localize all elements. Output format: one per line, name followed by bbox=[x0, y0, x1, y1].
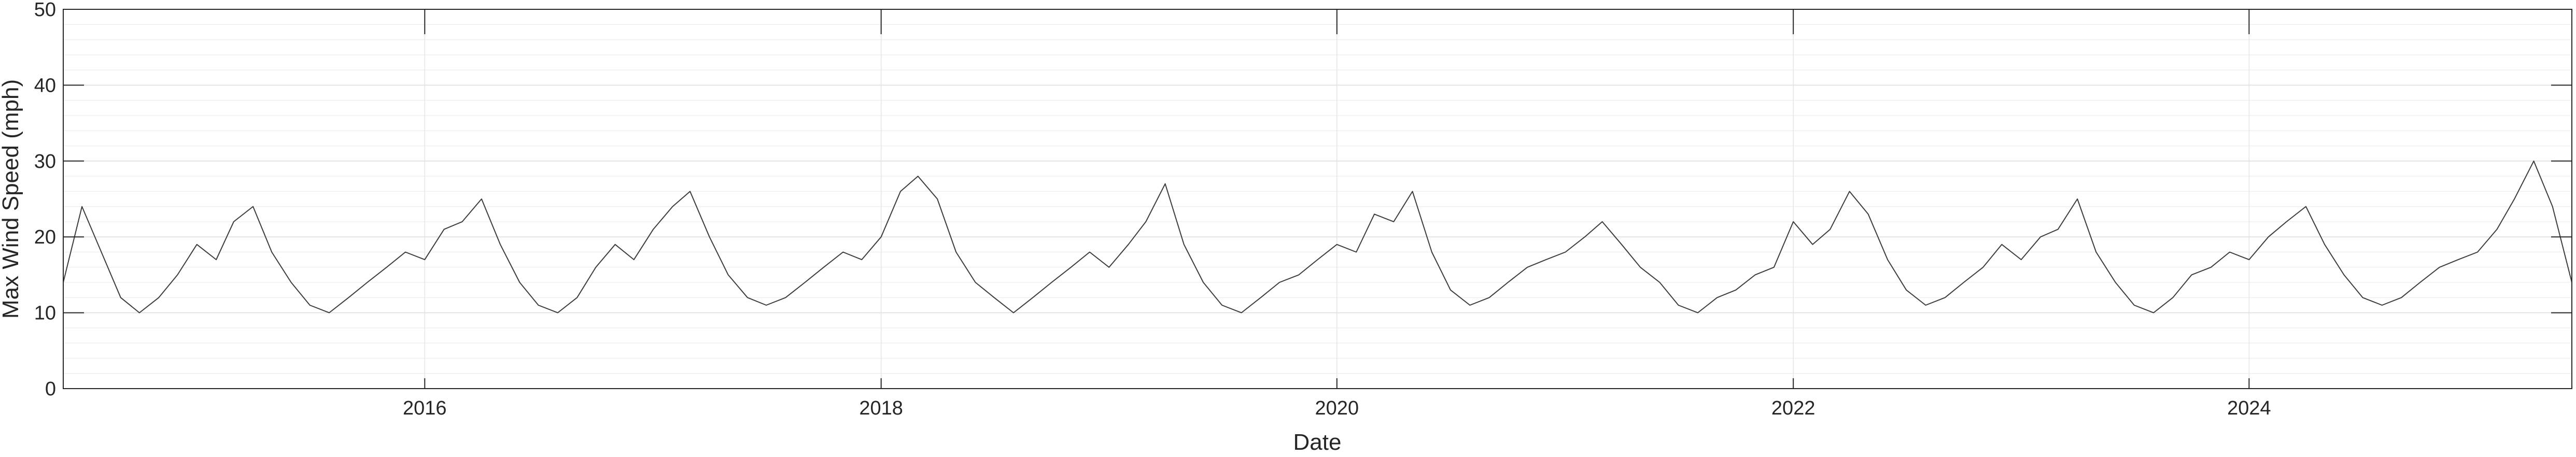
minor-grid bbox=[63, 24, 2572, 374]
y-tick-label: 10 bbox=[34, 303, 56, 324]
x-tick-labels: 2016 2018 2020 2022 2024 bbox=[403, 397, 2271, 419]
y-tick-label: 0 bbox=[45, 378, 56, 400]
plot-area bbox=[63, 9, 2572, 389]
x-tick-label: 2018 bbox=[859, 397, 903, 419]
y-tick-label: 40 bbox=[34, 75, 56, 96]
y-tick-labels: 0 10 20 30 40 50 bbox=[34, 0, 56, 400]
y-tick-label: 30 bbox=[34, 151, 56, 173]
y-tick-label: 20 bbox=[34, 226, 56, 248]
x-tick-label: 2022 bbox=[1771, 397, 1815, 419]
x-tick-label: 2016 bbox=[403, 397, 447, 419]
x-tick-label: 2020 bbox=[1315, 397, 1359, 419]
x-axis-label: Date bbox=[1293, 430, 1342, 454]
x-tick-label: 2024 bbox=[2227, 397, 2271, 419]
y-axis-label: Max Wind Speed (mph) bbox=[0, 79, 23, 319]
axis-ticks bbox=[63, 9, 2572, 389]
plot-frame bbox=[63, 9, 2572, 389]
y-tick-label: 50 bbox=[34, 0, 56, 21]
wind-speed-line bbox=[63, 160, 2572, 313]
